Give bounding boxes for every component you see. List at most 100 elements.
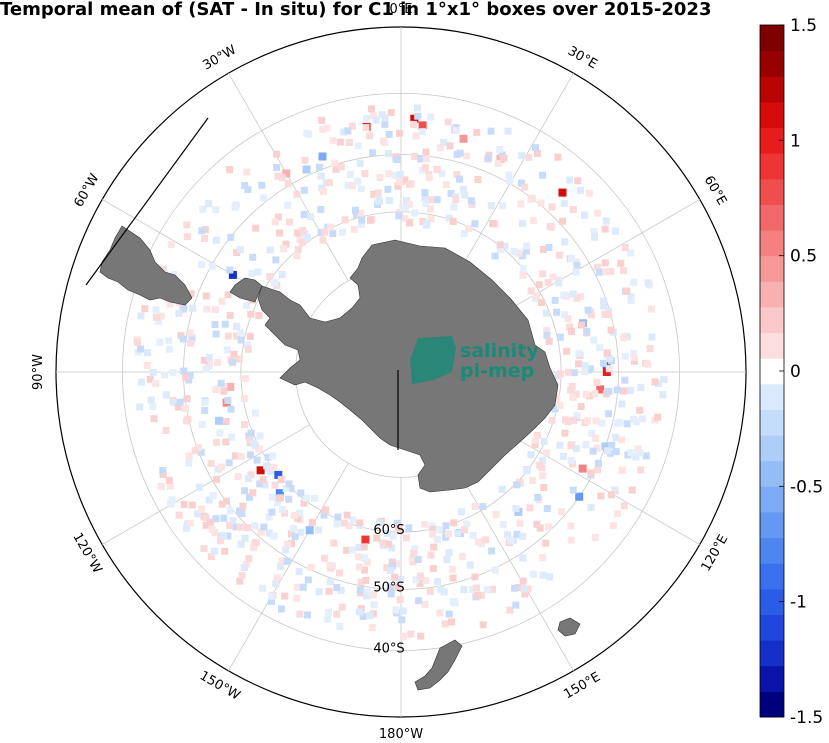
- data-cell: [501, 242, 509, 250]
- data-cell: [519, 554, 527, 562]
- data-cell: [287, 530, 295, 538]
- data-cell: [247, 310, 255, 318]
- data-cell: [278, 557, 286, 565]
- data-cell: [588, 429, 596, 437]
- data-cell: [262, 462, 270, 470]
- data-cell: [229, 358, 237, 366]
- data-cell: [454, 529, 462, 537]
- data-cell: [471, 573, 479, 581]
- data-cell: [471, 503, 479, 510]
- data-cell: [254, 268, 262, 276]
- data-cell: [165, 337, 173, 345]
- data-cell: [236, 577, 244, 585]
- data-cell: [200, 545, 208, 552]
- data-cell: [591, 233, 598, 241]
- data-cell: [459, 185, 467, 193]
- data-cell: [607, 491, 615, 499]
- data-cell: [321, 228, 329, 236]
- data-cell: [226, 522, 234, 529]
- data-cell: [575, 350, 583, 358]
- data-cell: [205, 354, 213, 361]
- data-cell: [287, 485, 295, 493]
- data-cell: [504, 127, 512, 135]
- data-cell: [170, 398, 178, 406]
- data-cell: [517, 200, 525, 208]
- data-cell: [567, 456, 575, 464]
- data-cell: [242, 375, 250, 382]
- data-cell: [297, 489, 305, 497]
- data-cell: [644, 279, 652, 287]
- data-cell: [374, 196, 382, 204]
- data-cell: [150, 415, 158, 423]
- data-cell: [422, 577, 430, 585]
- data-cell: [244, 186, 252, 194]
- data-cell: [207, 459, 215, 467]
- data-cell: [545, 337, 553, 345]
- data-cell: [149, 368, 157, 376]
- data-cell: [543, 331, 551, 339]
- data-cell: [174, 403, 182, 411]
- data-cell: [602, 217, 610, 225]
- data-cell: [156, 338, 164, 346]
- data-cell: [521, 183, 529, 191]
- data-cell: [427, 205, 434, 213]
- data-cell: [187, 339, 195, 347]
- data-cell: [376, 519, 383, 527]
- data-cell: [452, 127, 460, 135]
- data-cell: [243, 168, 251, 176]
- data-cell: [366, 611, 374, 619]
- data-cell: [329, 230, 337, 238]
- data-cell: [249, 253, 257, 261]
- data-cell: [319, 236, 327, 244]
- data-cell: [564, 368, 572, 376]
- data-cell: [288, 540, 295, 547]
- data-cell: [448, 566, 456, 573]
- data-cell: [520, 585, 528, 593]
- data-cell: [553, 394, 561, 402]
- data-cell: [293, 594, 301, 602]
- data-cell: [294, 245, 302, 253]
- data-cell: [241, 534, 249, 542]
- data-cell: [569, 393, 577, 401]
- data-cell: [395, 524, 403, 531]
- data-cell: [285, 495, 293, 503]
- colorbar-segment: [760, 332, 784, 359]
- data-cell: [519, 271, 527, 279]
- data-cell: [212, 438, 220, 446]
- data-cell: [373, 534, 381, 542]
- data-cell: [422, 148, 430, 156]
- data-cell: [387, 583, 394, 591]
- data-cell: [388, 558, 396, 566]
- data-cell: [226, 507, 234, 515]
- data-cell: [414, 112, 422, 120]
- data-cell: [188, 334, 196, 342]
- data-cell: [542, 309, 550, 317]
- data-cell: [212, 515, 220, 523]
- data-cell: [233, 249, 241, 256]
- data-cell: [445, 214, 453, 222]
- data-cell: [395, 178, 403, 186]
- data-cell: [374, 189, 382, 197]
- data-cell: [381, 138, 389, 146]
- data-cell: [533, 520, 541, 528]
- colorbar-segment: [760, 409, 784, 436]
- data-cell: [300, 211, 308, 218]
- data-cell: [227, 405, 235, 413]
- data-cell: [473, 128, 481, 136]
- data-cell: [224, 332, 232, 340]
- data-cell: [152, 306, 160, 314]
- data-cell: [561, 416, 569, 424]
- data-cell: [440, 139, 448, 146]
- data-cell: [282, 546, 290, 554]
- data-cell: [259, 476, 267, 484]
- colorbar-segment: [760, 25, 784, 52]
- data-cell: [199, 205, 207, 213]
- data-cell: [584, 417, 591, 425]
- data-cell: [315, 588, 323, 596]
- data-cell: [568, 383, 576, 390]
- longitude-label: 60°W: [72, 171, 103, 210]
- data-cell: [183, 524, 190, 532]
- data-cell: [551, 296, 559, 304]
- data-cell: [273, 150, 281, 158]
